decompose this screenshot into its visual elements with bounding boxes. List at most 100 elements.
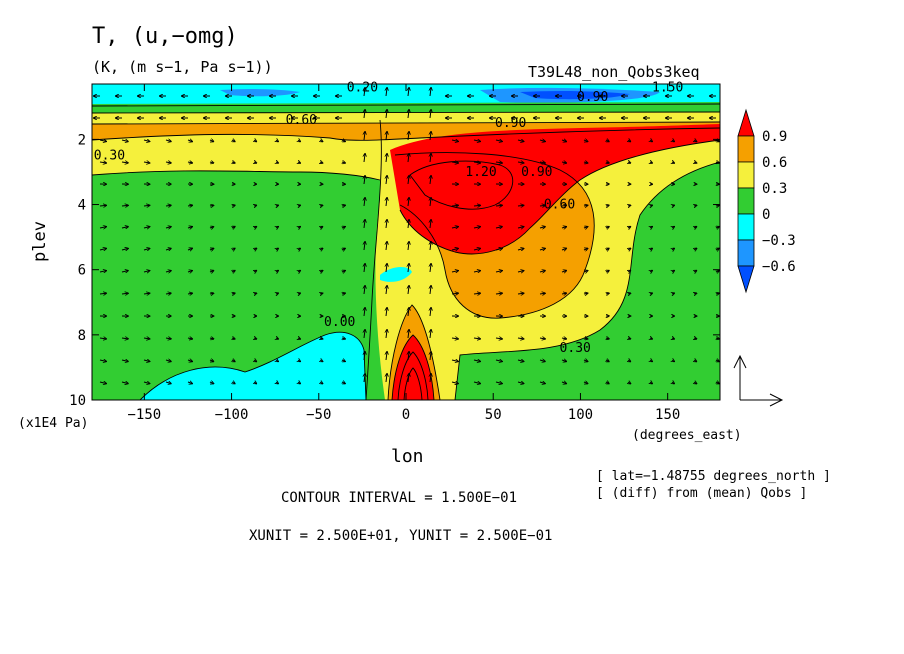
wind-vector (232, 227, 235, 228)
wind-vector (298, 249, 300, 250)
contour-line (92, 111, 720, 114)
colorbar-label: −0.6 (762, 259, 796, 275)
wind-vector (320, 360, 322, 361)
diff-note: [ (diff) from (mean) Qobs ] (596, 486, 808, 501)
wind-vector (386, 374, 387, 383)
wind-vector (650, 227, 652, 228)
wind-vector (99, 271, 106, 272)
colorbar-label: 0 (762, 207, 770, 223)
wind-vector (606, 249, 609, 250)
x-tick-label: −150 (127, 407, 161, 423)
wind-vector (628, 205, 630, 206)
contour-label: 0.60 (286, 113, 317, 128)
wind-vector (99, 338, 106, 339)
x-axis-label: lon (391, 446, 424, 467)
wind-vector (606, 338, 609, 339)
wind-vector (408, 352, 409, 361)
wind-vector (408, 110, 409, 119)
wind-vector (99, 227, 106, 228)
colorbar-swatch (737, 187, 755, 215)
wind-vector (473, 338, 480, 339)
wind-vector (298, 293, 300, 294)
wind-vector (254, 271, 256, 272)
wind-vector (606, 293, 609, 294)
wind-vector (121, 382, 128, 383)
wind-vector (386, 220, 387, 229)
wind-vector (495, 249, 502, 250)
wind-vector (276, 227, 278, 228)
wind-vector (232, 271, 235, 272)
wind-vector (320, 140, 322, 141)
wind-vector (254, 205, 256, 206)
wind-vector (99, 249, 106, 250)
wind-vector (386, 176, 387, 185)
wind-vector (495, 360, 502, 361)
contour-label: 0.90 (577, 90, 608, 105)
wind-vector (430, 264, 431, 273)
fill-m0.3-to-0-west (140, 332, 366, 400)
wind-vector (386, 110, 387, 119)
wind-vector (495, 162, 502, 163)
wind-vector (408, 220, 409, 229)
wind-vector (342, 271, 345, 272)
contour-label: 0.90 (521, 165, 552, 180)
wind-vector (143, 227, 149, 228)
wind-vector (495, 227, 502, 228)
wind-vector (210, 140, 213, 141)
wind-vector (539, 140, 545, 141)
lat-note: [ lat=−1.48755 degrees_north ] (596, 469, 831, 484)
wind-vector (364, 286, 365, 295)
wind-vector (561, 360, 566, 361)
contour-line (394, 152, 595, 319)
wind-vector (165, 140, 171, 141)
wind-vector (320, 249, 322, 250)
wind-vector (650, 360, 652, 361)
wind-vector (187, 360, 192, 361)
wind-vector (539, 293, 545, 294)
wind-vector (187, 249, 192, 250)
y-tick-label: 6 (78, 263, 86, 279)
colorbar-labels: 0.9 0.6 0.3 0 −0.3 −0.6 (762, 129, 796, 275)
wind-vector (583, 140, 587, 141)
wind-vector (430, 286, 431, 295)
wind-vector (694, 140, 696, 141)
wind-vector (143, 338, 149, 339)
wind-vector (451, 227, 458, 228)
wind-vector (517, 205, 523, 206)
wind-vector (650, 205, 652, 206)
colorbar (737, 108, 755, 294)
wind-vector (232, 205, 235, 206)
wind-vector (386, 264, 387, 273)
wind-vector (254, 293, 256, 294)
wind-vector (276, 205, 278, 206)
wind-vector (606, 162, 609, 163)
wind-vector (561, 338, 566, 339)
wind-vector (716, 162, 719, 163)
fill-m0.3-to-0-mid (380, 266, 412, 282)
wind-vector (320, 271, 322, 272)
wind-vector (187, 227, 192, 228)
wind-vector (121, 140, 128, 141)
wind-vector (430, 330, 431, 339)
colorbar-swatch (737, 161, 755, 189)
wind-vector (451, 140, 458, 141)
fill-top-yellow (92, 110, 720, 124)
wind-vector (276, 162, 278, 163)
wind-vector (473, 271, 480, 272)
wind-vector (187, 338, 192, 339)
wind-vector (298, 271, 300, 272)
wind-vector (298, 227, 300, 228)
wind-vector (320, 293, 322, 294)
wind-vector (628, 271, 630, 272)
wind-vector (209, 293, 213, 294)
x-axis-unit-label: (degrees_east) (632, 428, 742, 443)
wind-vector (583, 227, 587, 228)
wind-vector (143, 360, 149, 361)
wind-vector (254, 162, 256, 163)
wind-vector (408, 176, 409, 185)
wind-vector (342, 249, 345, 250)
wind-vector (187, 382, 192, 383)
wind-vector (539, 360, 545, 361)
wind-vector (408, 308, 409, 317)
